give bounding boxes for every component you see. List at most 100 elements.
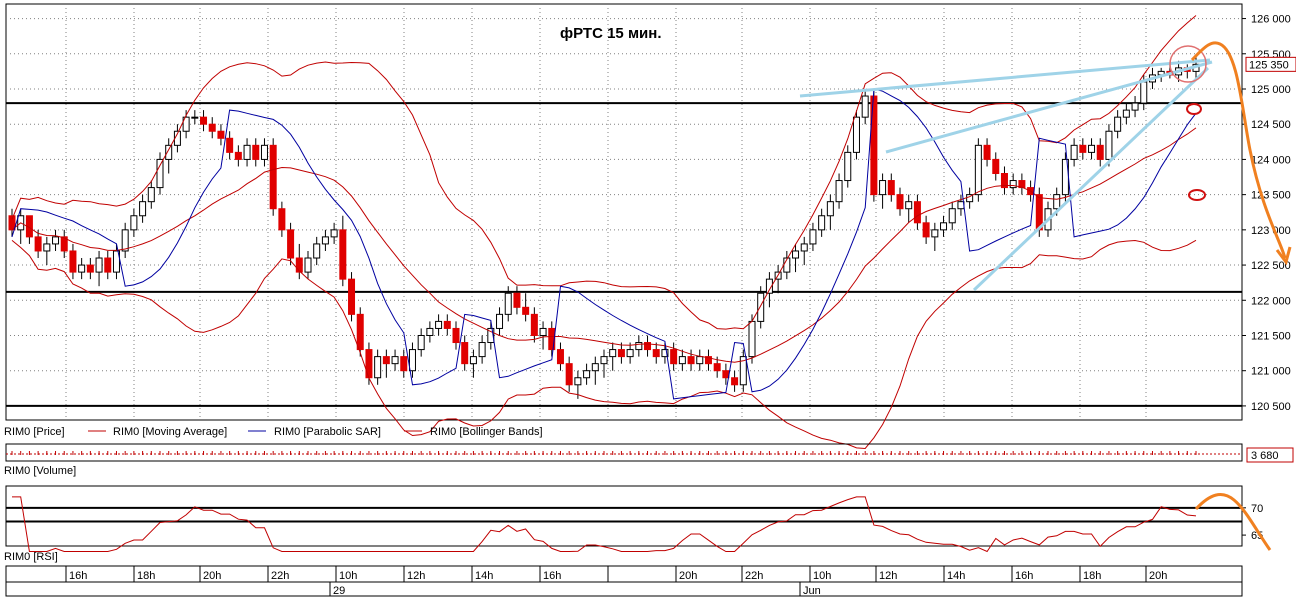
candle [852,116,860,153]
time-axis: 16h 18h 20h 22h 10h 12h 14h 16h 20h 22h 10h 12h 14h 1… [5,565,1243,597]
candle [1079,144,1087,153]
candle [452,327,460,344]
time-tick-label: 20h [1149,570,1167,582]
candle [200,116,208,125]
time-tick-label: 12h [879,570,897,582]
highlight-circle [1169,45,1207,83]
candle [661,349,669,358]
candle [269,144,277,210]
price-tick-label: 121 000 [1251,366,1291,378]
target-circle-upper [1186,103,1202,115]
candle [556,349,564,365]
candle [339,229,347,280]
candle [130,215,138,231]
candle [800,243,808,252]
legend-sar: RIM0 [Parabolic SAR] [274,426,381,438]
candle [765,278,773,294]
volume-value-box [1246,447,1294,463]
candle [1096,144,1104,160]
forecast-arrowhead [1275,246,1292,266]
legend: RIM0 [Price] RIM0 [Moving Average] RIM0 … [4,426,543,438]
trendline-upper [799,58,1211,98]
candle [522,306,530,315]
candle [513,292,521,308]
time-tick-label: 16h [543,570,561,582]
candle [826,201,834,217]
candle [879,180,887,196]
candle [600,356,608,365]
candle [208,123,216,132]
candle [1131,102,1139,111]
candle [435,320,443,329]
candle [443,320,451,329]
candle [992,158,1000,175]
candle [905,201,913,210]
candle [957,201,965,210]
bollinger-lower-line [11,239,1197,450]
candle [687,356,695,365]
price-tick-label: 126 000 [1251,14,1291,26]
candle [1122,109,1130,118]
candle [539,327,547,336]
candle [469,356,477,365]
time-tick-label: 16h [1015,570,1033,582]
candle [426,327,434,336]
date-label: Jun [803,585,821,597]
candle [809,229,817,245]
bollinger-upper-line [11,15,1197,330]
candle [652,349,660,358]
candle [818,215,826,231]
candle [574,377,582,386]
candle [670,349,678,365]
volume-label: RIM0 [Volume] [4,465,76,477]
candle [478,342,486,358]
candle [321,236,329,245]
candle [731,377,739,386]
trendline-lower [972,66,1210,292]
candle [52,236,60,245]
candle [287,229,295,259]
candle [739,356,747,386]
candle [43,243,51,252]
rsi-tick-label: 70 [1251,503,1263,515]
candle [748,320,756,358]
candle [226,137,234,153]
rsi-frame [5,485,1243,547]
candle [191,116,199,119]
candle [896,194,904,210]
candle [565,363,573,386]
candle [374,356,382,379]
candle [234,151,242,160]
last-price-box [1245,56,1296,72]
candle [922,222,930,238]
time-tick-label: 20h [203,570,221,582]
moving-average-line [11,127,1197,363]
candle [313,243,321,259]
candle [1009,180,1017,189]
price-tick-label: 121 500 [1251,330,1291,342]
candle [940,222,948,231]
candle [182,116,190,132]
candle [609,349,617,358]
candle [678,356,686,365]
candle [757,292,765,322]
candle [704,356,712,365]
candle [931,229,939,238]
candle [835,180,843,203]
time-tick-label: 10h [813,570,831,582]
price-tick-label: 123 500 [1251,190,1291,202]
candle [8,215,16,231]
candle [583,370,591,379]
candle [591,363,599,372]
candle [948,208,956,224]
candle [391,356,399,365]
price-tick-label: 122 500 [1251,260,1291,272]
time-tick-label: 22h [271,570,289,582]
candle [121,229,129,252]
time-tick-label: 16h [69,570,87,582]
price-frame [5,3,1243,421]
candle [252,144,260,160]
time-tick-label: 18h [137,570,155,582]
